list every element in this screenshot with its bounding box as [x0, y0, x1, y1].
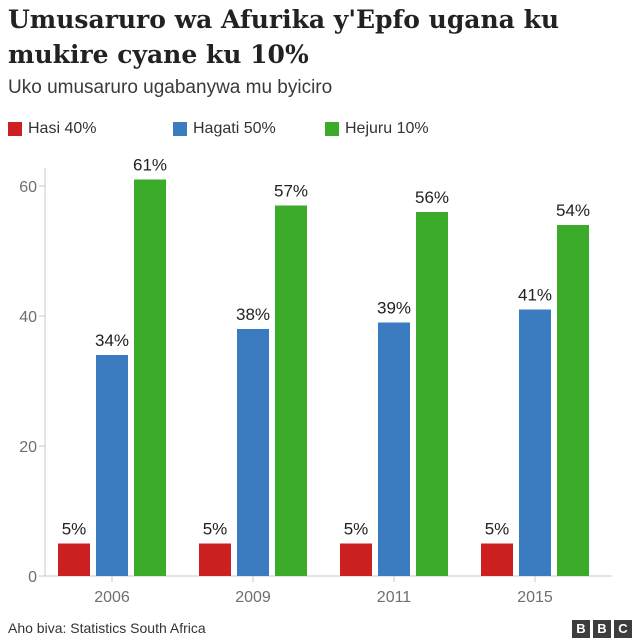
chart-legend: Hasi 40% Hagati 50% Hejuru 10%: [8, 120, 638, 142]
bbc-logo-letter: B: [572, 620, 590, 638]
legend-item-hagati: Hagati 50%: [173, 120, 276, 138]
y-tick-label: 40: [19, 309, 37, 326]
bar-value-label: 56%: [415, 188, 449, 207]
bar-value-label: 38%: [236, 305, 270, 324]
legend-swatch-hasi: [8, 122, 22, 136]
y-tick-label: 20: [19, 439, 37, 456]
bar: [275, 205, 307, 576]
bar-value-label: 5%: [62, 520, 87, 539]
bar: [557, 225, 589, 576]
bar-chart: 0 20 40 60 5% 34% 61% 2006 5% 38% 57% 2009 5% 39% 56% 2…: [19, 156, 612, 606]
bar: [237, 329, 269, 576]
bar: [416, 212, 448, 576]
bar: [134, 179, 166, 576]
bar-value-label: 54%: [556, 201, 590, 220]
chart-title: Umusaruro wa Afurika y'Epfo ugana ku muk…: [8, 5, 560, 69]
bar: [340, 543, 372, 576]
bar: [519, 309, 551, 576]
bar-value-label: 39%: [377, 299, 411, 318]
y-tick-label: 0: [28, 569, 37, 586]
legend-swatch-hagati: [173, 122, 187, 136]
legend-label-hagati: Hagati 50%: [193, 120, 276, 137]
bar: [378, 322, 410, 576]
bbc-logo: B B C: [572, 620, 632, 638]
bbc-logo-letter: C: [614, 620, 632, 638]
bar: [58, 543, 90, 576]
bar-value-label: 34%: [95, 331, 129, 350]
bar-value-label: 57%: [274, 182, 308, 201]
legend-label-hasi: Hasi 40%: [28, 120, 97, 137]
x-tick-label: 2011: [377, 589, 412, 606]
legend-swatch-hejuru: [325, 122, 339, 136]
chart-subtitle: Uko umusaruro ugabanywa mu byiciro: [8, 77, 333, 98]
bar: [96, 355, 128, 576]
x-tick-label: 2006: [94, 589, 130, 606]
bbc-logo-letter: B: [593, 620, 611, 638]
bar: [481, 543, 513, 576]
legend-item-hejuru: Hejuru 10%: [325, 120, 429, 138]
bar-value-label: 5%: [203, 520, 228, 539]
bar-value-label: 5%: [344, 520, 369, 539]
x-tick-label: 2015: [517, 589, 553, 606]
bar-value-label: 41%: [518, 286, 552, 305]
x-tick-label: 2009: [235, 589, 271, 606]
bar-value-label: 61%: [133, 156, 167, 175]
source-note: Aho biva: Statistics South Africa: [8, 620, 206, 636]
legend-label-hejuru: Hejuru 10%: [345, 120, 429, 137]
bar-value-label: 5%: [485, 520, 510, 539]
legend-item-hasi: Hasi 40%: [8, 120, 96, 138]
y-tick-label: 60: [19, 179, 37, 196]
bar: [199, 543, 231, 576]
